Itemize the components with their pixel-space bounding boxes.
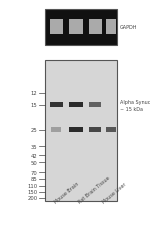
Bar: [69, 103, 82, 108]
Bar: [106, 128, 116, 132]
Text: Alpha Synuclein
~ 15 kDa: Alpha Synuclein ~ 15 kDa: [120, 100, 150, 111]
Bar: [51, 128, 62, 132]
Bar: [69, 128, 82, 133]
Bar: [106, 20, 116, 35]
Bar: [88, 20, 102, 35]
Bar: [50, 20, 63, 35]
Bar: [89, 128, 101, 132]
Text: 200: 200: [27, 195, 38, 200]
Text: 110: 110: [27, 183, 38, 188]
Text: Rat Brain Tissue: Rat Brain Tissue: [78, 175, 111, 204]
Text: 85: 85: [31, 176, 38, 181]
Text: GAPDH: GAPDH: [120, 25, 138, 30]
Bar: [50, 103, 63, 108]
Text: 150: 150: [27, 190, 38, 195]
Text: 15: 15: [31, 103, 38, 108]
Text: Mouse Liver: Mouse Liver: [102, 181, 128, 204]
Text: 35: 35: [31, 144, 38, 149]
Bar: [89, 103, 101, 108]
Text: 25: 25: [31, 128, 38, 133]
Bar: [45, 10, 117, 45]
Text: 42: 42: [31, 153, 38, 158]
Text: 70: 70: [31, 170, 38, 175]
Text: Mouse Brain: Mouse Brain: [54, 181, 80, 204]
Bar: [45, 60, 117, 202]
Text: 12: 12: [31, 91, 38, 96]
Text: 50: 50: [31, 160, 38, 165]
Bar: [69, 20, 82, 35]
